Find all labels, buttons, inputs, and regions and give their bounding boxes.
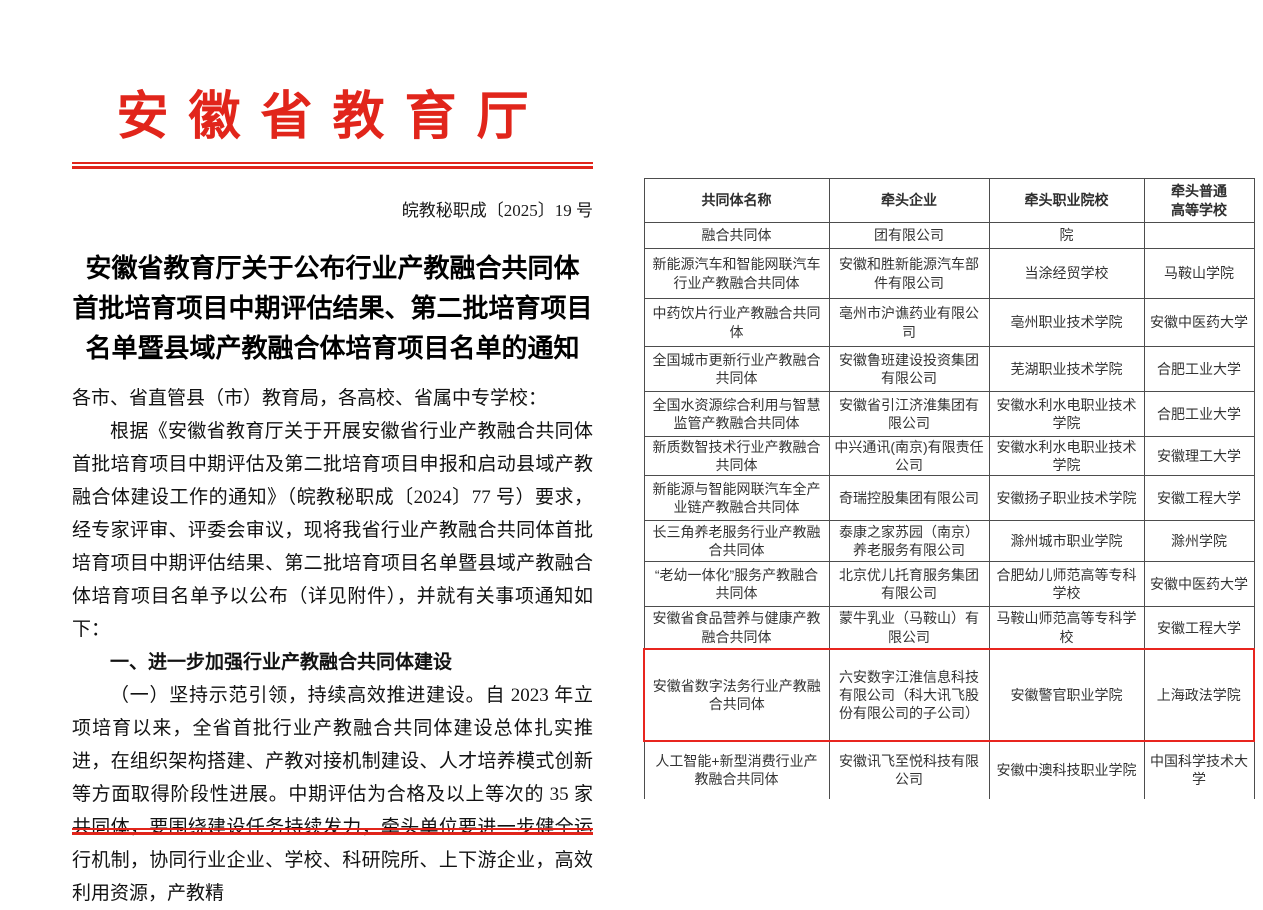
cell-consortium-name: 人工智能+新型消费行业产教融合共同体: [643, 740, 830, 799]
cell-lead-vocational-college: 院: [988, 222, 1145, 249]
cell-lead-vocational-college: 合肥幼儿师范高等专科学校: [988, 561, 1145, 608]
cell-lead-enterprise: 中兴通讯(南京)有限责任公司: [828, 435, 990, 477]
cell-lead-vocational-college: 安徽中澳科技职业学院: [988, 740, 1145, 799]
cell-consortium-name: 新能源与智能网联汽车全产业链产教融合共同体: [643, 475, 830, 522]
cell-lead-university: 合肥工业大学: [1143, 391, 1255, 437]
cell-consortium-name: 长三角养老服务行业产教融合共同体: [643, 520, 830, 563]
paragraph-detail: （一）坚持示范引领，持续高效推进建设。自 2023 年立项培育以来，全省首批行业…: [72, 685, 593, 904]
cell-lead-vocational-college: 安徽扬子职业技术学院: [988, 475, 1145, 522]
table-row: 新能源与智能网联汽车全产业链产教融合共同体 奇瑞控股集团有限公司 安徽扬子职业技…: [643, 475, 1255, 522]
column-header-vocational-college: 牵头职业院校: [988, 178, 1145, 223]
column-header-consortium: 共同体名称: [643, 178, 830, 223]
column-header-university: 牵头普通 高等学校: [1143, 178, 1255, 223]
cell-lead-university: 安徽中医药大学: [1143, 561, 1255, 608]
cell-consortium-name: “老幼一体化”服务产教融合共同体: [643, 561, 830, 608]
document-title: 安徽省教育厅关于公布行业产教融合共同体 首批培育项目中期评估结果、第二批培育项目…: [72, 249, 593, 369]
column-header-enterprise: 牵头企业: [828, 178, 990, 223]
cell-lead-university: 安徽理工大学: [1143, 435, 1255, 477]
cell-lead-enterprise: 安徽省引江济淮集团有限公司: [828, 391, 990, 437]
cell-consortium-name: 融合共同体: [643, 222, 830, 249]
table-row: 新质数智技术行业产教融合共同体 中兴通讯(南京)有限责任公司 安徽水利水电职业技…: [643, 435, 1255, 477]
cell-lead-university: 安徽工程大学: [1143, 606, 1255, 650]
cell-lead-vocational-college: 安徽水利水电职业技术学院: [988, 391, 1145, 437]
table-row: 全国水资源综合利用与智慧监管产教融合共同体 安徽省引江济淮集团有限公司 安徽水利…: [643, 391, 1255, 437]
cell-lead-enterprise: 安徽讯飞至悦科技有限公司: [828, 740, 990, 799]
table-row-highlighted: 安徽省数字法务行业产教融合共同体 六安数字江淮信息科技有限公司（科大讯飞股份有限…: [643, 647, 1255, 742]
document-page: 安徽省教育厅 皖教秘职成〔2025〕19 号 安徽省教育厅关于公布行业产教融合共…: [72, 0, 593, 904]
table-row: 长三角养老服务行业产教融合共同体 泰康之家苏园（南京）养老服务有限公司 滁州城市…: [643, 520, 1255, 563]
document-title-line-2: 首批培育项目中期评估结果、第二批培育项目: [72, 294, 593, 323]
cell-lead-enterprise: 安徽和胜新能源汽车部件有限公司: [828, 248, 990, 299]
cell-lead-university: 安徽中医药大学: [1143, 298, 1255, 347]
cell-lead-enterprise: 泰康之家苏园（南京）养老服务有限公司: [828, 520, 990, 563]
cell-consortium-name: 安徽省数字法务行业产教融合共同体: [643, 647, 830, 742]
cell-lead-enterprise: 亳州市沪谯药业有限公司: [828, 298, 990, 347]
cell-consortium-name: 新能源汽车和智能网联汽车行业产教融合共同体: [643, 248, 830, 299]
agency-header: 安徽省教育厅: [116, 89, 549, 146]
table-row: 全国城市更新行业产教融合共同体 安徽鲁班建设投资集团有限公司 芜湖职业技术学院 …: [643, 346, 1255, 392]
cell-lead-vocational-college: 安徽警官职业学院: [988, 647, 1145, 742]
cell-lead-university: 上海政法学院: [1143, 647, 1255, 742]
cell-lead-vocational-college: 亳州职业技术学院: [988, 298, 1145, 347]
salutation: 各市、省直管县（市）教育局，各高校、省属中专学校：: [72, 388, 548, 409]
cell-lead-university: 安徽工程大学: [1143, 475, 1255, 522]
cell-lead-university: 滁州学院: [1143, 520, 1255, 563]
cell-lead-enterprise: 团有限公司: [828, 222, 990, 249]
cell-lead-university: 中国科学技术大学: [1143, 740, 1255, 799]
cell-lead-enterprise: 六安数字江淮信息科技有限公司（科大讯飞股份有限公司的子公司）: [828, 647, 990, 742]
cell-lead-enterprise: 北京优儿托育服务集团有限公司: [828, 561, 990, 608]
cell-lead-vocational-college: 安徽水利水电职业技术学院: [988, 435, 1145, 477]
cell-lead-vocational-college: 芜湖职业技术学院: [988, 346, 1145, 392]
table-row: 新能源汽车和智能网联汽车行业产教融合共同体 安徽和胜新能源汽车部件有限公司 当涂…: [643, 248, 1255, 299]
table-row: 安徽省食品营养与健康产教融合共同体 蒙牛乳业（马鞍山）有限公司 马鞍山师范高等专…: [643, 606, 1255, 650]
table-row: 中药饮片行业产教融合共同体 亳州市沪谯药业有限公司 亳州职业技术学院 安徽中医药…: [643, 298, 1255, 347]
table-header-row: 共同体名称 牵头企业 牵头职业院校 牵头普通 高等学校: [643, 178, 1255, 223]
cell-consortium-name: 安徽省食品营养与健康产教融合共同体: [643, 606, 830, 650]
section-heading: 一、进一步加强行业产教融合共同体建设: [110, 652, 453, 673]
cell-consortium-name: 新质数智技术行业产教融合共同体: [643, 435, 830, 477]
attachment-table-panel: 共同体名称 牵头企业 牵头职业院校 牵头普通 高等学校 融合共同体 团有限公司 …: [643, 178, 1255, 799]
consortium-table: 共同体名称 牵头企业 牵头职业院校 牵头普通 高等学校 融合共同体 团有限公司 …: [643, 178, 1255, 799]
cell-lead-university: 马鞍山学院: [1143, 248, 1255, 299]
cell-consortium-name: 全国城市更新行业产教融合共同体: [643, 346, 830, 392]
cell-lead-vocational-college: 当涂经贸学校: [988, 248, 1145, 299]
cell-lead-enterprise: 安徽鲁班建设投资集团有限公司: [828, 346, 990, 392]
table-row: 融合共同体 团有限公司 院: [643, 222, 1255, 249]
header-red-divider: [72, 162, 593, 169]
cell-lead-enterprise: 蒙牛乳业（马鞍山）有限公司: [828, 606, 990, 650]
cell-lead-university: [1143, 222, 1255, 249]
footer-red-divider: [72, 828, 593, 835]
document-title-line-1: 安徽省教育厅关于公布行业产教融合共同体: [85, 254, 580, 283]
cell-lead-enterprise: 奇瑞控股集团有限公司: [828, 475, 990, 522]
cell-consortium-name: 中药饮片行业产教融合共同体: [643, 298, 830, 347]
document-number: 皖教秘职成〔2025〕19 号: [401, 201, 593, 220]
cell-lead-university: 合肥工业大学: [1143, 346, 1255, 392]
document-title-line-3: 名单暨县域产教融合体培育项目名单的通知: [85, 334, 580, 363]
cell-lead-vocational-college: 滁州城市职业学院: [988, 520, 1145, 563]
cell-lead-vocational-college: 马鞍山师范高等专科学校: [988, 606, 1145, 650]
table-row: “老幼一体化”服务产教融合共同体 北京优儿托育服务集团有限公司 合肥幼儿师范高等…: [643, 561, 1255, 608]
paragraph-intro: 根据《安徽省教育厅关于开展安徽省行业产教融合共同体首批培育项目中期评估及第二批培…: [72, 421, 593, 640]
cell-consortium-name: 全国水资源综合利用与智慧监管产教融合共同体: [643, 391, 830, 437]
table-row: 人工智能+新型消费行业产教融合共同体 安徽讯飞至悦科技有限公司 安徽中澳科技职业…: [643, 740, 1255, 799]
